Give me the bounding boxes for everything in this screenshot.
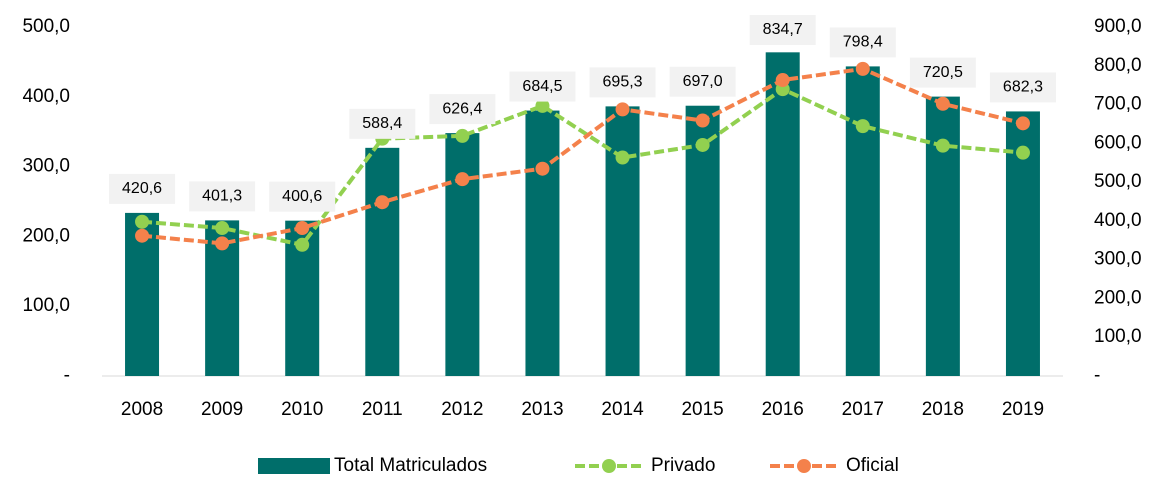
data-label-box [349, 108, 416, 139]
marker [295, 221, 310, 236]
marker [775, 73, 790, 88]
x-tick-label: 2015 [681, 399, 723, 420]
marker [1015, 116, 1030, 131]
marker [215, 221, 230, 236]
marker [855, 61, 870, 76]
marker [455, 128, 470, 143]
x-tick-label: 2010 [281, 399, 323, 420]
legend-swatch-marker [602, 459, 616, 473]
marker [375, 195, 390, 210]
bar [525, 110, 560, 377]
data-label: 695,3 [603, 74, 643, 91]
data-label-box [829, 27, 896, 58]
y-tick-label: 500,0 [22, 16, 70, 37]
data-label: 420,6 [122, 180, 162, 197]
data-label-box [429, 94, 496, 125]
y2-tick-label: 500,0 [1094, 171, 1142, 192]
y2-tick-label: 600,0 [1094, 132, 1142, 153]
data-label-box [189, 181, 256, 212]
bar [845, 66, 880, 376]
marker [1015, 145, 1030, 160]
marker [695, 113, 710, 128]
x-tick-label: 2019 [1002, 399, 1044, 420]
x-tick-label: 2013 [521, 399, 563, 420]
y-tick-label: 100,0 [22, 295, 70, 316]
y-tick-label: 200,0 [22, 225, 70, 246]
legend-label: Privado [651, 455, 715, 476]
marker [695, 137, 710, 152]
data-label-box [109, 173, 176, 204]
data-label-box [989, 72, 1056, 103]
legend-swatch [258, 458, 330, 474]
marker [935, 96, 950, 111]
marker [455, 172, 470, 187]
legend-label: Oficial [846, 455, 899, 476]
x-tick-label: 2017 [842, 399, 884, 420]
bar [925, 96, 960, 376]
data-label: 684,5 [522, 78, 562, 95]
y-tick-label: 400,0 [22, 86, 70, 107]
marker [295, 237, 310, 252]
data-label: 682,3 [1003, 79, 1043, 96]
y2-tick-label: 200,0 [1094, 287, 1142, 308]
data-label: 400,6 [282, 188, 322, 205]
x-tick-label: 2012 [441, 399, 483, 420]
marker [615, 102, 630, 117]
x-tick-label: 2009 [201, 399, 243, 420]
x-tick-label: 2014 [601, 399, 644, 420]
x-tick-label: 2016 [762, 399, 804, 420]
data-label: 834,7 [763, 21, 803, 38]
y2-tick-label: 800,0 [1094, 55, 1142, 76]
y-tick-label: 300,0 [22, 156, 70, 177]
line [141, 66, 1024, 246]
data-label: 697,0 [683, 73, 723, 90]
x-tick-label: 2011 [362, 399, 403, 420]
marker [135, 214, 150, 229]
data-label: 626,4 [442, 100, 482, 117]
data-label-box [509, 71, 576, 102]
marker [215, 236, 230, 251]
legend-label: Total Matriculados [334, 455, 487, 476]
y-tick-label: - [64, 365, 70, 386]
data-label: 401,3 [202, 188, 242, 205]
marker [935, 138, 950, 153]
bar [445, 133, 480, 376]
y2-tick-label: 700,0 [1094, 94, 1142, 115]
y2-tick-label: 300,0 [1094, 249, 1142, 270]
y2-tick-label: 100,0 [1094, 326, 1142, 347]
data-label: 798,4 [843, 34, 883, 51]
marker [535, 161, 550, 176]
y2-tick-label: 900,0 [1094, 16, 1142, 37]
y2-tick-label: 400,0 [1094, 210, 1142, 231]
data-label-box [269, 181, 336, 212]
x-tick-label: 2008 [121, 399, 163, 420]
data-label-box [909, 57, 976, 88]
marker [615, 150, 630, 165]
bar [365, 147, 400, 376]
line [141, 86, 1024, 247]
x-tick-label: 2018 [922, 399, 964, 420]
marker [535, 98, 550, 113]
data-label-box [749, 15, 816, 45]
bar [605, 106, 640, 376]
marker [135, 228, 150, 243]
marker [855, 119, 870, 134]
y2-tick-label: - [1094, 365, 1100, 386]
data-label-box [669, 66, 736, 97]
data-label-box [589, 67, 656, 98]
data-label: 588,4 [362, 115, 402, 132]
legend-swatch-marker [797, 459, 811, 473]
bar [765, 52, 800, 376]
data-label: 720,5 [923, 64, 963, 81]
